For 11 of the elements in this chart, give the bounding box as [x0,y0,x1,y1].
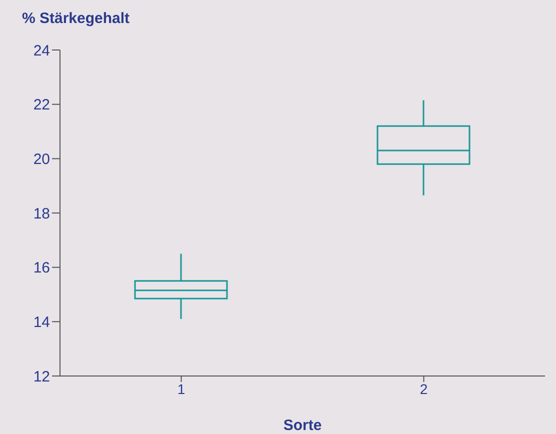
y-tick-label: 22 [33,96,50,114]
y-tick-label: 16 [33,260,50,277]
x-tick-label: 2 [420,380,428,397]
x-axis-title: Sorte [283,417,322,434]
y-tick-label: 24 [33,42,50,60]
y-tick-label: 18 [33,205,50,222]
y-tick-label: 12 [33,368,50,386]
chart-title: % Stärkegehalt [22,10,130,27]
y-tick-label: 20 [33,150,50,168]
y-tick-label: 14 [33,314,50,331]
x-tick-label: 1 [177,380,186,397]
